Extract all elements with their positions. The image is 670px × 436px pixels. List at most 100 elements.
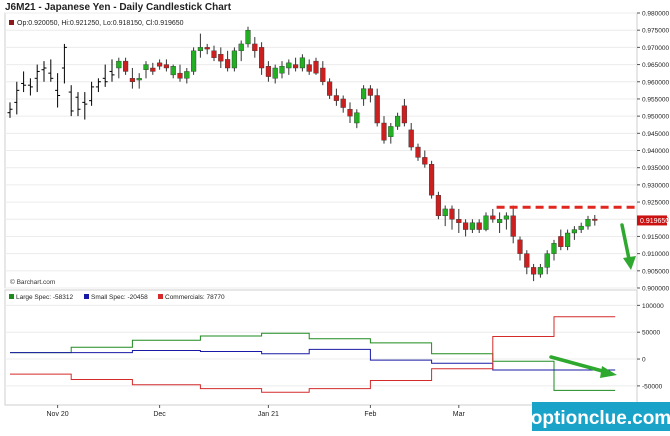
price-tick-label: 0.965000: [642, 62, 669, 69]
candle: [374, 88, 380, 127]
candle: [306, 59, 312, 75]
cot-line-2: [10, 316, 616, 393]
candle-body-up: [279, 66, 285, 74]
candle: [61, 43, 67, 84]
candle-body-down: [456, 219, 462, 223]
candle: [75, 92, 81, 117]
down-arrow-shaft: [620, 223, 631, 261]
price-tick-label: 0.925000: [642, 200, 669, 207]
candle: [48, 59, 54, 82]
candle: [27, 78, 33, 96]
cot-arrow-shaft: [549, 355, 608, 374]
candle: [558, 229, 564, 251]
candle: [89, 81, 95, 106]
candle-body-up: [361, 88, 367, 100]
candle-body-down: [293, 64, 299, 69]
candle: [272, 64, 278, 84]
price-tick-label: 0.980000: [642, 11, 669, 18]
candle-body-up: [231, 50, 238, 69]
candle: [347, 102, 353, 123]
price-tick-label: 0.950000: [642, 114, 669, 121]
candle-body-down: [422, 157, 428, 165]
candle: [7, 102, 13, 118]
candle-body-up: [469, 222, 476, 230]
candle: [224, 50, 231, 72]
candle-body-down: [367, 88, 374, 96]
candle-body-down: [218, 54, 224, 62]
candle-body-up: [299, 57, 306, 69]
candle-body-up: [442, 208, 448, 217]
watermark-text: optionclue.com: [531, 408, 670, 429]
candle: [422, 150, 428, 168]
candle: [293, 57, 299, 72]
cot-arrow-annotation: [549, 355, 617, 378]
candle: [252, 37, 258, 58]
candle-body-up: [190, 50, 197, 72]
candle-body-up: [184, 71, 190, 79]
candle: [204, 43, 210, 55]
candle-body-down: [163, 64, 170, 69]
candle: [381, 116, 387, 144]
cot-y-axis: 100000 50000 0 -50000: [637, 303, 664, 390]
candle: [156, 59, 163, 70]
candle-body-down: [306, 64, 312, 72]
candle: [565, 229, 571, 251]
candle: [238, 40, 244, 62]
candle-body-down: [122, 60, 129, 72]
candle-body-up: [483, 215, 489, 230]
candle: [415, 143, 421, 161]
candle: [313, 57, 319, 75]
candle-body-down: [435, 194, 442, 217]
candle-body-down: [531, 267, 537, 275]
candle-body-down: [156, 62, 163, 67]
candle-body-down: [449, 208, 455, 220]
candle: [585, 215, 591, 230]
candle-body-up: [272, 67, 278, 79]
candle: [109, 59, 115, 82]
candle: [463, 219, 469, 237]
candle: [401, 98, 408, 127]
candle-body-down: [252, 43, 258, 52]
candle-body-up: [354, 112, 360, 124]
candle-body-up: [578, 225, 584, 230]
cot-tick-label: 100000: [642, 303, 664, 310]
candle-body-up: [544, 253, 550, 268]
candle-body-up: [497, 219, 503, 223]
x-tick-label: Jan 21: [258, 411, 279, 418]
candle: [531, 263, 537, 282]
candle: [163, 59, 170, 72]
candle-body-down: [408, 129, 414, 148]
candle: [395, 112, 401, 130]
chart-title: J6M21 - Japanese Yen - Daily Candlestick…: [5, 2, 232, 13]
cot-line-1: [10, 348, 616, 371]
candlestick-series: [7, 26, 598, 282]
candle: [571, 226, 578, 240]
candle-body-down: [204, 47, 210, 50]
candle: [170, 64, 176, 79]
candle: [82, 92, 88, 120]
candle-body-down: [558, 236, 564, 247]
candle-body-down: [510, 215, 516, 237]
candle-body-down: [224, 59, 231, 69]
cot-tick-label: 0: [642, 357, 646, 364]
candle-body-down: [265, 66, 272, 77]
candle: [68, 85, 74, 117]
candle: [388, 123, 394, 144]
candle-body-down: [259, 47, 265, 69]
candle-body-up: [571, 229, 578, 234]
candle: [442, 205, 448, 227]
candle-body-down: [374, 95, 380, 124]
candle-body-up: [565, 232, 571, 247]
candle: [333, 88, 340, 106]
candle-body-down: [592, 218, 598, 221]
candle-body-down: [347, 109, 353, 117]
candle: [510, 205, 516, 244]
candle: [218, 47, 224, 68]
down-arrow-head: [623, 256, 636, 270]
candle: [456, 208, 462, 233]
candle-body-up: [136, 78, 142, 81]
candle-body-down: [313, 60, 319, 74]
candle: [129, 68, 136, 89]
